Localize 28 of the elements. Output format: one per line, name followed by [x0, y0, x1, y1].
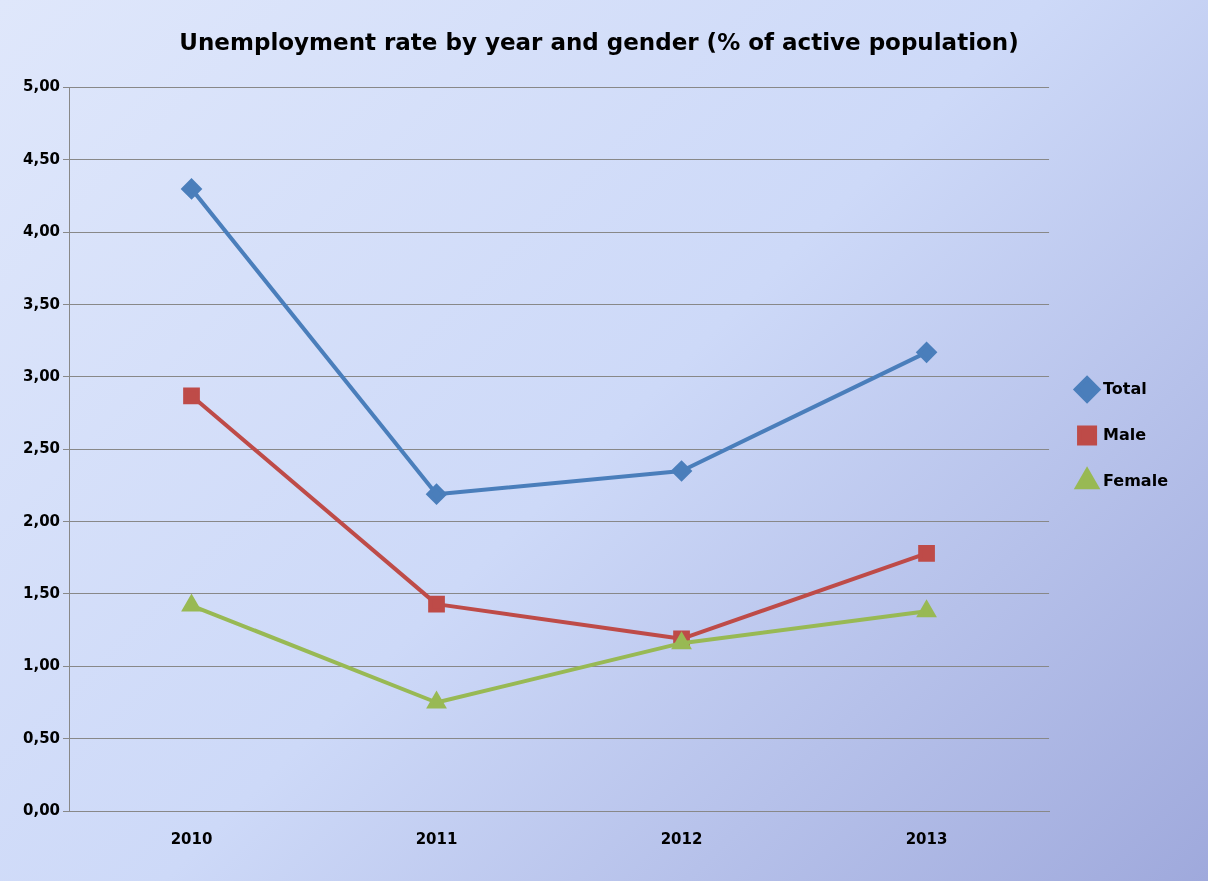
point [426, 484, 447, 505]
point [918, 545, 935, 562]
point [916, 342, 937, 363]
legend-label: Male [1103, 424, 1147, 444]
y-tick-label: 0,00 [22, 800, 61, 819]
y-tick-label: 2,50 [22, 439, 61, 458]
point [183, 387, 200, 405]
point [671, 461, 692, 481]
y-tick-label: 1,50 [22, 583, 61, 602]
y-tick-label: 5,00 [22, 77, 61, 96]
y-tick-label: 3,00 [22, 366, 61, 385]
x-tick-label: 2010 [170, 829, 213, 848]
y-tick-label: 4,50 [22, 149, 61, 168]
y-tick-label: 1,00 [22, 656, 61, 675]
y-tick-label: 3,50 [22, 294, 61, 313]
point [917, 601, 936, 618]
y-tick-label: 4,00 [22, 222, 61, 241]
y-tick-label: 0,50 [22, 728, 61, 747]
legend-label: Total [1103, 378, 1147, 398]
legend-label: Female [1103, 470, 1169, 490]
x-tick-label: 2013 [905, 829, 948, 848]
point [428, 595, 445, 613]
chart-title: Unemployment rate by year and gender (% of active population) [179, 28, 1019, 55]
x-tick-label: 2012 [660, 829, 703, 848]
point [427, 692, 446, 709]
x-tick-label: 2011 [415, 829, 458, 848]
point [181, 178, 202, 199]
y-tick-label: 2,00 [22, 511, 61, 530]
